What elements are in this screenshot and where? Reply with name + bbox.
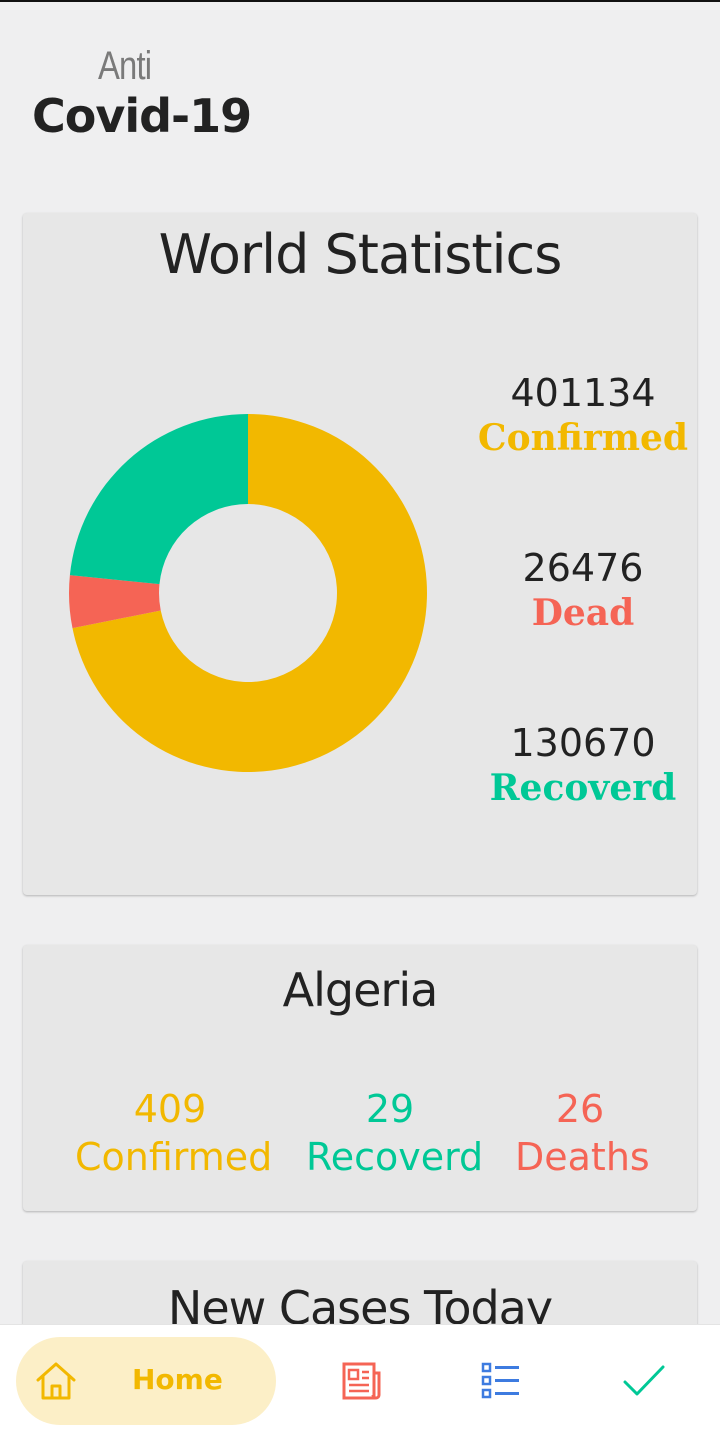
algeria-deaths-value: 26	[555, 1087, 605, 1131]
algeria-recovered-label: Recoverd	[306, 1135, 484, 1179]
world-recovered-label: Recoverd	[489, 767, 677, 809]
world-recovered-stat: 130670 Recoverd	[468, 721, 698, 809]
world-statistics-title: World Statistics	[158, 223, 563, 286]
world-recovered-value: 130670	[510, 721, 656, 765]
algeria-recovered-value: 29	[365, 1087, 415, 1131]
world-dead-stat: 26476 Dead	[468, 546, 698, 634]
donut-slice-recoverd	[69, 414, 248, 585]
world-statistics-card: World Statistics 401134 Confirmed 26476 …	[23, 213, 697, 895]
algeria-confirmed-value: 409	[133, 1087, 207, 1131]
app-title: Covid-19	[32, 89, 252, 143]
algeria-deaths-label: Deaths	[515, 1135, 650, 1179]
nav-home-label: Home	[132, 1363, 223, 1396]
world-dead-label: Dead	[531, 592, 635, 634]
nav-home-button[interactable]: Home	[16, 1337, 276, 1425]
donut-slice-dead	[69, 575, 161, 629]
algeria-confirmed-label: Confirmed	[75, 1135, 273, 1179]
check-icon[interactable]	[622, 1363, 666, 1399]
world-dead-value: 26476	[522, 546, 644, 590]
algeria-deaths-stat: 26 Deaths	[515, 1085, 650, 1181]
news-icon[interactable]	[338, 1361, 382, 1401]
world-donut-chart	[69, 414, 428, 772]
country-card-algeria[interactable]: Algeria 409 Confirmed 29 Recoverd 26 Dea…	[23, 945, 697, 1211]
country-title: Algeria	[282, 963, 439, 1017]
app-header: Anti Covid-19	[32, 44, 252, 143]
algeria-confirmed-stat: 409 Confirmed	[75, 1085, 273, 1181]
home-icon	[36, 1362, 76, 1400]
world-confirmed-label: Confirmed	[477, 417, 689, 459]
world-confirmed-value: 401134	[510, 371, 656, 415]
donut-slice-confirmed	[72, 414, 428, 772]
list-icon[interactable]	[480, 1361, 522, 1401]
bottom-navigation: Home	[0, 1324, 720, 1434]
algeria-recovered-stat: 29 Recoverd	[306, 1085, 484, 1181]
world-confirmed-stat: 401134 Confirmed	[468, 371, 698, 459]
app-subtitle: Anti	[98, 44, 152, 88]
